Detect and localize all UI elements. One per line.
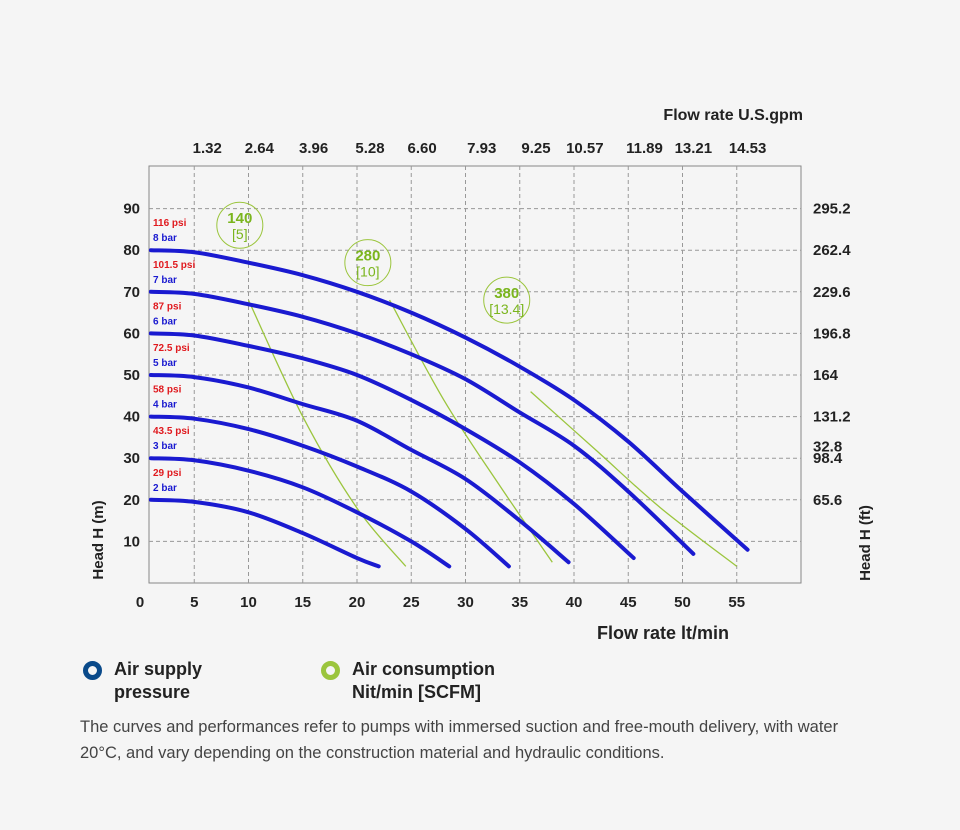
air-value-label: 140 [227,210,252,227]
x2-tick-label: 3.96 [299,140,328,157]
y-tick-label: 80 [123,242,140,259]
air-bubble [216,201,264,249]
y-tick-label: 30 [123,450,140,467]
x2-tick-label: 11.89 [626,140,663,157]
x2-tick-label: 6.60 [407,140,436,157]
x2-tick-label: 14.53 [729,140,767,157]
y-tick-label: 60 [123,325,140,342]
air-consumption-line [530,391,738,567]
air-scfm-label: [10] [356,264,379,280]
y-tick-label: 10 [123,533,140,550]
x2-tick-label: 10.57 [566,140,604,157]
x-tick-label: 20 [349,594,366,611]
footnote: The curves and performances refer to pum… [80,718,839,762]
pressure-curves: 2 bar 29 psi 3 bar 43.5 psi 4 bar 58 psi 5 bar… [148,218,750,569]
air-scfm-label: [13.4] [489,301,524,317]
psi-label: 87 psi [153,301,182,312]
x2-tick-label: 9.25 [521,140,550,157]
top-axis-title: Flow rate U.S.gpm [663,107,803,124]
x-tick-label: 15 [294,594,311,611]
psi-label: 116 psi [153,218,187,229]
air-value-label: 380 [494,285,519,302]
y2-tick-label: 262.4 [813,242,851,259]
y-tick-label: 50 [123,367,140,384]
x-tick-label: 0 [136,594,144,611]
y2-tick-label: 98.4 [813,450,843,467]
pressure-curve [148,497,381,569]
legend-air-label: Air consumption Nit/min [SCFM] [352,659,495,702]
pressure-curve [148,289,696,556]
x2-tick-label: 1.32 [193,140,222,157]
psi-label: 58 psi [153,385,182,396]
grid [149,166,801,583]
bar-label: 8 bar [153,233,177,244]
psi-label: 72.5 psi [153,343,190,354]
air-scfm-label: [5] [232,226,248,242]
y-axis-title: Head H (m) [90,500,107,579]
y2-tick-label: 65.6 [813,492,842,509]
x-tick-label: 45 [620,594,637,611]
x-tick-label: 5 [190,594,198,611]
air-ring-icon [321,661,340,680]
x-tick-label: 50 [674,594,691,611]
y-tick-label: 70 [123,284,140,301]
air-bubble [483,276,531,324]
pressure-curve [148,331,636,561]
legend-pressure: Air supply pressure [83,658,274,704]
y-tick-label: 90 [123,201,140,218]
x-tick-label: 55 [728,594,745,611]
pump-performance-chart: 140[5] 280[10] 380[13.4] 2 bar 29 psi 3 bar 4… [90,107,874,643]
legend-pressure-label: Air supply pressure [114,659,203,702]
y2-axis-title: Head H (ft) [857,505,874,581]
x-tick-label: 25 [403,594,420,611]
bar-label: 6 bar [153,316,177,327]
y2-tick-label: 229.6 [813,284,851,301]
tick-labels: 0 5 10 15 20 25 30 35 40 45 50 55 10 20 30 40 50 60 70 80 90… [123,140,851,611]
y-tick-label: 20 [123,492,140,509]
x2-tick-label: 13.21 [675,140,713,157]
pressure-curve [148,456,452,569]
x-tick-label: 30 [457,594,474,611]
pressure-curve [148,414,511,569]
pressure-curve [148,373,571,565]
y2-tick-label: 164 [813,367,839,384]
psi-label: 29 psi [153,468,182,479]
bar-label: 3 bar [153,441,177,452]
y-tick-label: 40 [123,409,140,426]
bar-label: 7 bar [153,275,177,286]
y2-tick-label: 32.8 [813,439,842,456]
x2-tick-label: 7.93 [467,140,496,157]
x-tick-label: 10 [240,594,257,611]
x-axis-title: Flow rate lt/min [597,623,729,643]
legend-air: Air consumption Nit/min [SCFM] [321,658,512,704]
air-bubble [344,239,392,287]
y2-tick-label: 196.8 [813,325,851,342]
psi-label: 101.5 psi [153,260,195,271]
bar-label: 4 bar [153,400,177,411]
x2-tick-label: 5.28 [355,140,384,157]
pressure-curve [148,248,750,552]
bar-label: 2 bar [153,483,177,494]
air-consumption-lines: 140[5] 280[10] 380[13.4] [216,201,738,567]
x2-tick-label: 2.64 [245,140,275,157]
y2-tick-label: 131.2 [813,409,851,426]
psi-label: 43.5 psi [153,426,190,437]
x-tick-label: 40 [566,594,583,611]
pressure-ring-icon [83,661,102,680]
bar-label: 5 bar [153,358,177,369]
air-value-label: 280 [355,248,380,265]
y2-tick-label: 295.2 [813,201,851,218]
x-tick-label: 35 [511,594,528,611]
